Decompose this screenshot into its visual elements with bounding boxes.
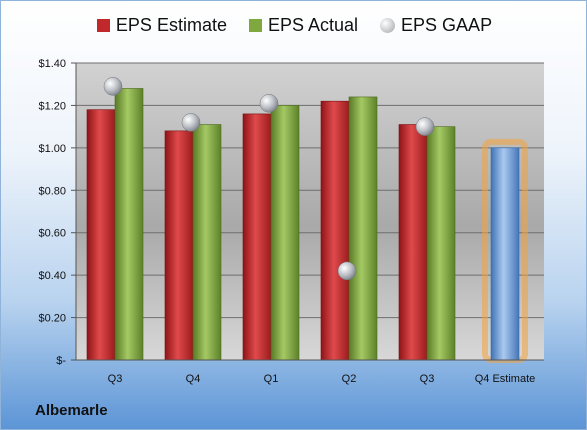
point-eps-gaap <box>259 94 279 113</box>
bar-eps-estimate <box>164 130 194 361</box>
point-eps-gaap <box>415 117 435 136</box>
legend-swatch-eps-estimate <box>96 19 110 32</box>
legend-item-eps-estimate: EPS Estimate <box>96 15 227 36</box>
x-tick-label: Q1 <box>264 373 279 385</box>
bar-eps-estimate <box>398 124 428 361</box>
x-axis: Q3 Q4 Q1 Q2 Q3 Q4 Estimate <box>76 359 544 385</box>
legend-swatch-eps-actual <box>248 19 262 32</box>
y-tick-label: $0.40 <box>38 270 66 282</box>
legend-item-eps-gaap: EPS GAAP <box>380 15 492 36</box>
chart-legend: EPS Estimate EPS Actual EPS GAAP <box>1 15 586 36</box>
bar-eps-estimate <box>320 100 350 361</box>
point-eps-gaap <box>103 77 123 96</box>
y-tick-label: $1.20 <box>38 100 66 112</box>
y-tick-label: $0.80 <box>38 185 66 197</box>
point-eps-gaap <box>337 261 357 281</box>
company-name: Albemarle <box>35 402 108 419</box>
legend-label-eps-actual: EPS Actual <box>267 15 359 35</box>
y-tick-label: $1.00 <box>38 143 66 155</box>
point-eps-gaap <box>181 113 201 132</box>
bar-eps-actual <box>270 105 300 361</box>
bar-q4-estimate <box>490 147 520 361</box>
legend-swatch-eps-gaap <box>380 18 396 33</box>
gridlines <box>76 62 544 319</box>
bar-eps-actual <box>192 124 222 361</box>
bar-eps-estimate <box>86 109 116 361</box>
gaap-points <box>103 77 435 281</box>
bar-eps-actual <box>426 126 456 361</box>
plot-area <box>76 63 544 360</box>
x-tick-label: Q2 <box>342 373 357 385</box>
y-tick-label: $1.40 <box>38 58 66 70</box>
x-tick-label: Q4 Estimate <box>475 373 536 385</box>
bar-eps-actual <box>114 88 144 361</box>
bar-eps-estimate <box>242 113 272 361</box>
legend-item-eps-actual: EPS Actual <box>248 15 359 36</box>
x-tick-label: Q3 <box>108 373 123 385</box>
bars <box>86 88 528 363</box>
y-axis: $- $0.20 $0.40 $0.60 $0.80 $1.00 $1.20 $1.40 <box>38 58 77 367</box>
y-tick-label: $- <box>56 355 66 367</box>
bar-eps-actual <box>348 96 378 361</box>
legend-label-eps-estimate: EPS Estimate <box>115 15 227 35</box>
legend-label-eps-gaap: EPS GAAP <box>401 15 493 35</box>
x-tick-label: Q4 <box>186 373 201 385</box>
y-tick-label: $0.20 <box>38 313 66 325</box>
x-tick-label: Q3 <box>420 373 435 385</box>
y-tick-label: $0.60 <box>38 228 66 240</box>
